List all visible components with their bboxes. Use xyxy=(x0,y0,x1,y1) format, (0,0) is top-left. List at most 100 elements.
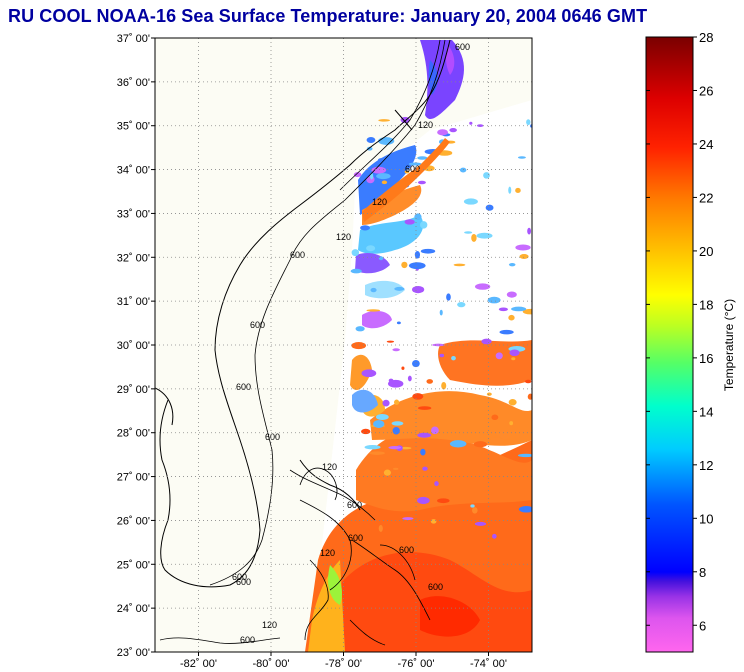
sst-fragment xyxy=(439,309,443,316)
sst-fragment xyxy=(369,451,385,455)
sst-fragment xyxy=(457,301,466,308)
contour-label: 120 xyxy=(372,197,387,207)
lon-tick-label: -78˚ 00' xyxy=(325,658,362,670)
contour-label: 600 xyxy=(399,545,414,555)
sst-fragment xyxy=(471,233,477,242)
sst-fragment xyxy=(483,172,490,179)
sst-fragment xyxy=(446,293,451,301)
sst-fragment xyxy=(470,504,475,508)
sst-fragment xyxy=(498,307,508,312)
sst-fragment xyxy=(392,427,400,435)
sst-fragment xyxy=(451,356,456,361)
sst-fragment xyxy=(509,421,514,426)
sst-fragment xyxy=(495,352,503,360)
cloud-fragments xyxy=(350,116,532,539)
sst-fragment xyxy=(527,393,532,400)
colorbar xyxy=(645,36,694,653)
sst-fragment xyxy=(441,381,447,390)
sst-fragment xyxy=(366,309,381,312)
sst-fragment xyxy=(434,481,439,487)
sst-fragment xyxy=(437,129,449,136)
lat-tick-label: 37˚ 00' xyxy=(117,33,150,45)
sst-fragment xyxy=(431,426,439,435)
sst-fragment xyxy=(515,187,521,193)
colorbar-tick-label: 24 xyxy=(699,137,713,152)
sst-fragment xyxy=(417,432,432,438)
sst-fragment xyxy=(404,219,415,225)
lat-tick-label: 34˚ 00' xyxy=(117,165,150,177)
sst-fragment xyxy=(439,353,445,358)
sst-fragment xyxy=(430,519,437,524)
contour-label: 600 xyxy=(405,164,420,174)
sst-fragment xyxy=(526,119,531,126)
colorbar-ticks: 6 8 10 12 14 16 18 20 22 24 26 28 xyxy=(646,30,713,633)
sst-fragment xyxy=(373,420,385,428)
sst-fragment xyxy=(469,121,473,125)
colorbar-label: Temperature (°C) xyxy=(722,299,736,391)
contour-label: 120 xyxy=(320,548,335,558)
sst-fragment xyxy=(375,413,389,420)
sst-fragment xyxy=(378,137,395,145)
sst-fragment xyxy=(517,453,532,458)
contour-label: 120 xyxy=(262,620,277,630)
sst-fragment xyxy=(396,321,401,325)
bathymetry-contours xyxy=(159,39,446,646)
longitude-axis: -82˚ 00' -80˚ 00' -78˚ 00' -76˚ 00' -74˚ 00' xyxy=(180,652,507,670)
sst-fragment xyxy=(508,262,516,267)
sst-fragment xyxy=(453,263,466,267)
sst-fragment xyxy=(492,533,497,539)
sst-fragment xyxy=(366,136,376,144)
sst-fragment xyxy=(371,166,387,174)
contour-label: 600 xyxy=(348,533,363,543)
lat-tick-label: 23˚ 00' xyxy=(117,647,150,659)
colorbar-tick-label: 16 xyxy=(699,351,713,366)
sst-fragment xyxy=(449,128,457,133)
sst-fragment xyxy=(508,399,517,406)
lon-tick-label: -76˚ 00' xyxy=(398,658,435,670)
sst-fragment xyxy=(414,213,422,221)
colorbar-tick-label: 12 xyxy=(699,458,713,473)
sst-fragment xyxy=(511,357,516,361)
page-title: RU COOL NOAA-16 Sea Surface Temperature:… xyxy=(8,6,648,26)
sst-fragment xyxy=(378,524,383,532)
colorbar-tick-label: 26 xyxy=(699,83,713,98)
sst-fragment xyxy=(527,227,532,235)
lon-tick-label: -82˚ 00' xyxy=(180,658,217,670)
sst-fragment xyxy=(361,428,371,435)
sst-fragment xyxy=(381,180,388,185)
sst-fragment xyxy=(524,379,532,384)
sst-fragment xyxy=(353,172,362,178)
sst-fragment xyxy=(515,244,531,251)
sst-fragment xyxy=(408,262,426,270)
sst-fragment xyxy=(412,359,420,368)
sst-fragment xyxy=(350,268,362,274)
sst-fragment xyxy=(412,285,425,294)
sst-fragment xyxy=(378,119,390,122)
lat-tick-label: 28˚ 00' xyxy=(117,428,150,440)
sst-fragment xyxy=(382,399,390,407)
sst-fragment xyxy=(496,431,510,437)
sst-fragment xyxy=(432,343,445,347)
lat-tick-label: 30˚ 00' xyxy=(117,340,150,352)
sst-fragment xyxy=(369,319,379,322)
sst-fragment xyxy=(481,338,492,345)
sst-fragment xyxy=(453,396,464,399)
lat-tick-label: 29˚ 00' xyxy=(117,384,150,396)
sst-fragment xyxy=(407,375,412,382)
sst-fragment xyxy=(459,167,467,173)
sst-fragment xyxy=(355,326,365,332)
colorbar-tick-label: 18 xyxy=(699,297,713,312)
sst-fragment xyxy=(476,124,484,128)
sst-fragment xyxy=(426,379,434,384)
contour-label: 120 xyxy=(336,232,351,242)
sst-swath xyxy=(305,40,532,652)
sst-fragment xyxy=(420,221,428,229)
sst-fragment xyxy=(392,467,399,470)
contour-label: 600 xyxy=(240,635,255,645)
sst-fragment xyxy=(518,506,532,513)
contour-label: 600 xyxy=(236,382,251,392)
colorbar-tick-label: 8 xyxy=(699,565,706,580)
sst-fragment xyxy=(408,162,422,166)
colorbar-tick-label: 28 xyxy=(699,30,713,45)
contour-label: 120 xyxy=(418,120,433,130)
